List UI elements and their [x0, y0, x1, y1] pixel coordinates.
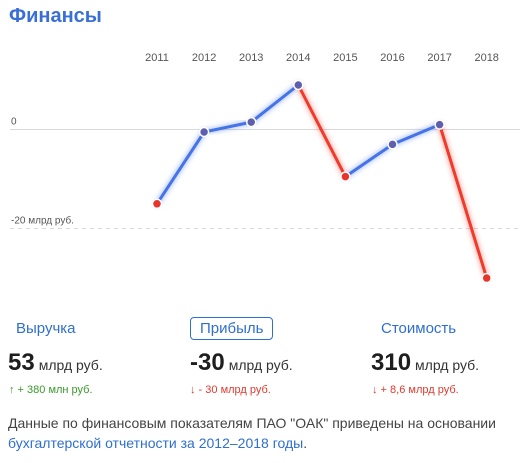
- value-value: 310: [371, 349, 412, 376]
- revenue-delta: ↑ + 380 млн руб.: [9, 384, 93, 396]
- x-tick-label: 2014: [286, 52, 310, 64]
- note-text: Данные по финансовым показателям ПАО "ОА…: [8, 415, 496, 431]
- x-tick-label: 2016: [380, 52, 404, 64]
- data-point[interactable]: [151, 198, 163, 210]
- y-tick-label: -20 млрд руб.: [11, 215, 74, 227]
- profit-unit: млрд руб.: [228, 357, 293, 373]
- revenue-value: 53: [8, 349, 35, 376]
- data-point[interactable]: [481, 272, 492, 284]
- data-source-note: Данные по финансовым показателям ПАО "ОА…: [8, 413, 523, 453]
- x-tick-label: 2015: [333, 52, 357, 64]
- tab-value[interactable]: Стоимость: [381, 320, 457, 337]
- data-point[interactable]: [434, 119, 445, 130]
- x-tick-label: 2012: [192, 52, 216, 64]
- data-point[interactable]: [198, 126, 210, 138]
- data-point[interactable]: [293, 79, 304, 91]
- profit-value: -30: [190, 349, 225, 376]
- source-link[interactable]: бухгалтерской отчетности за 2012–2018 го…: [8, 435, 304, 451]
- series-segment: [249, 83, 300, 124]
- data-point[interactable]: [340, 171, 351, 182]
- x-tick-label: 2018: [474, 52, 498, 64]
- y-tick-label: 0: [11, 117, 17, 128]
- section-title: Финансы: [9, 5, 102, 27]
- tab-profit[interactable]: Прибыль: [190, 317, 274, 340]
- value-delta: ↓ + 8,6 млрд руб.: [372, 384, 459, 396]
- series-segment: [438, 123, 489, 280]
- data-point[interactable]: [245, 116, 257, 128]
- note-end: .: [303, 435, 308, 451]
- revenue-unit: млрд руб.: [38, 357, 103, 373]
- revenue-metric: 53 млрд руб.: [8, 349, 103, 377]
- tab-revenue[interactable]: Выручка: [16, 320, 76, 337]
- profit-delta: ↓ - 30 млрд руб.: [190, 384, 271, 396]
- x-tick-label: 2017: [427, 52, 451, 64]
- x-tick-label: 2011: [145, 52, 169, 64]
- series-segment: [296, 83, 347, 179]
- profit-metric: -30 млрд руб.: [190, 349, 293, 377]
- value-unit: млрд руб.: [415, 357, 480, 373]
- series-segment: [391, 123, 442, 146]
- series-segment: [155, 130, 206, 206]
- series-segment: [343, 142, 394, 179]
- value-metric: 310 млрд руб.: [371, 349, 479, 377]
- profit-line-chart: 2011 2012 2013 2014 2015 2016 2017 2018 0 -20 млр…: [10, 52, 520, 284]
- x-tick-label: 2013: [239, 52, 263, 64]
- data-point[interactable]: [387, 139, 398, 150]
- series-segment: [202, 120, 253, 134]
